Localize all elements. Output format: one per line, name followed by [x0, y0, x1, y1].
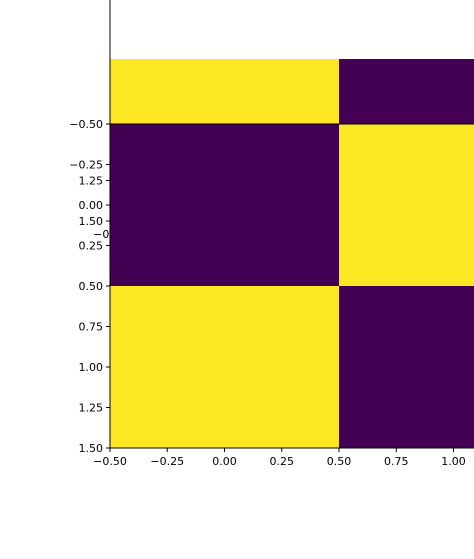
y-tick-label: 0.00 — [79, 199, 104, 212]
y-tick-label: −0.25 — [69, 159, 103, 172]
y-tick-label: 0.25 — [79, 240, 104, 253]
heatmap-cells — [110, 124, 474, 448]
y-tick-label: −0.50 — [69, 118, 103, 131]
y-tick-label: 0.75 — [79, 321, 104, 334]
heatmap-bottom: −0.50 −0.25 0.00 0.25 0.50 0.75 1.00 −0.50 −0.25… — [69, 118, 474, 468]
y-tick-label: 1.00 — [79, 361, 104, 374]
x-tick-label: −0.25 — [150, 455, 184, 468]
y-tick-label: 0.50 — [79, 280, 104, 293]
x-tick-label: 0.50 — [327, 455, 352, 468]
x-tick-label: 1.00 — [441, 455, 466, 468]
y-tick-label: 1.50 — [79, 215, 104, 228]
heatmap-cell-0 — [110, 124, 339, 286]
heatmap-cell-2 — [110, 286, 339, 448]
y-tick-label: 1.25 — [79, 402, 104, 415]
y-tick-label: 1.50 — [79, 442, 104, 455]
y-tick-label: 1.25 — [79, 175, 104, 188]
x-tick-label: −0.50 — [93, 455, 127, 468]
heatmap-cell-3 — [339, 286, 474, 448]
heatmap-cell-1 — [339, 124, 474, 286]
x-tick-label: 0.75 — [384, 455, 409, 468]
x-tick-label: 0.00 — [212, 455, 237, 468]
x-tick-label: 0.25 — [270, 455, 295, 468]
